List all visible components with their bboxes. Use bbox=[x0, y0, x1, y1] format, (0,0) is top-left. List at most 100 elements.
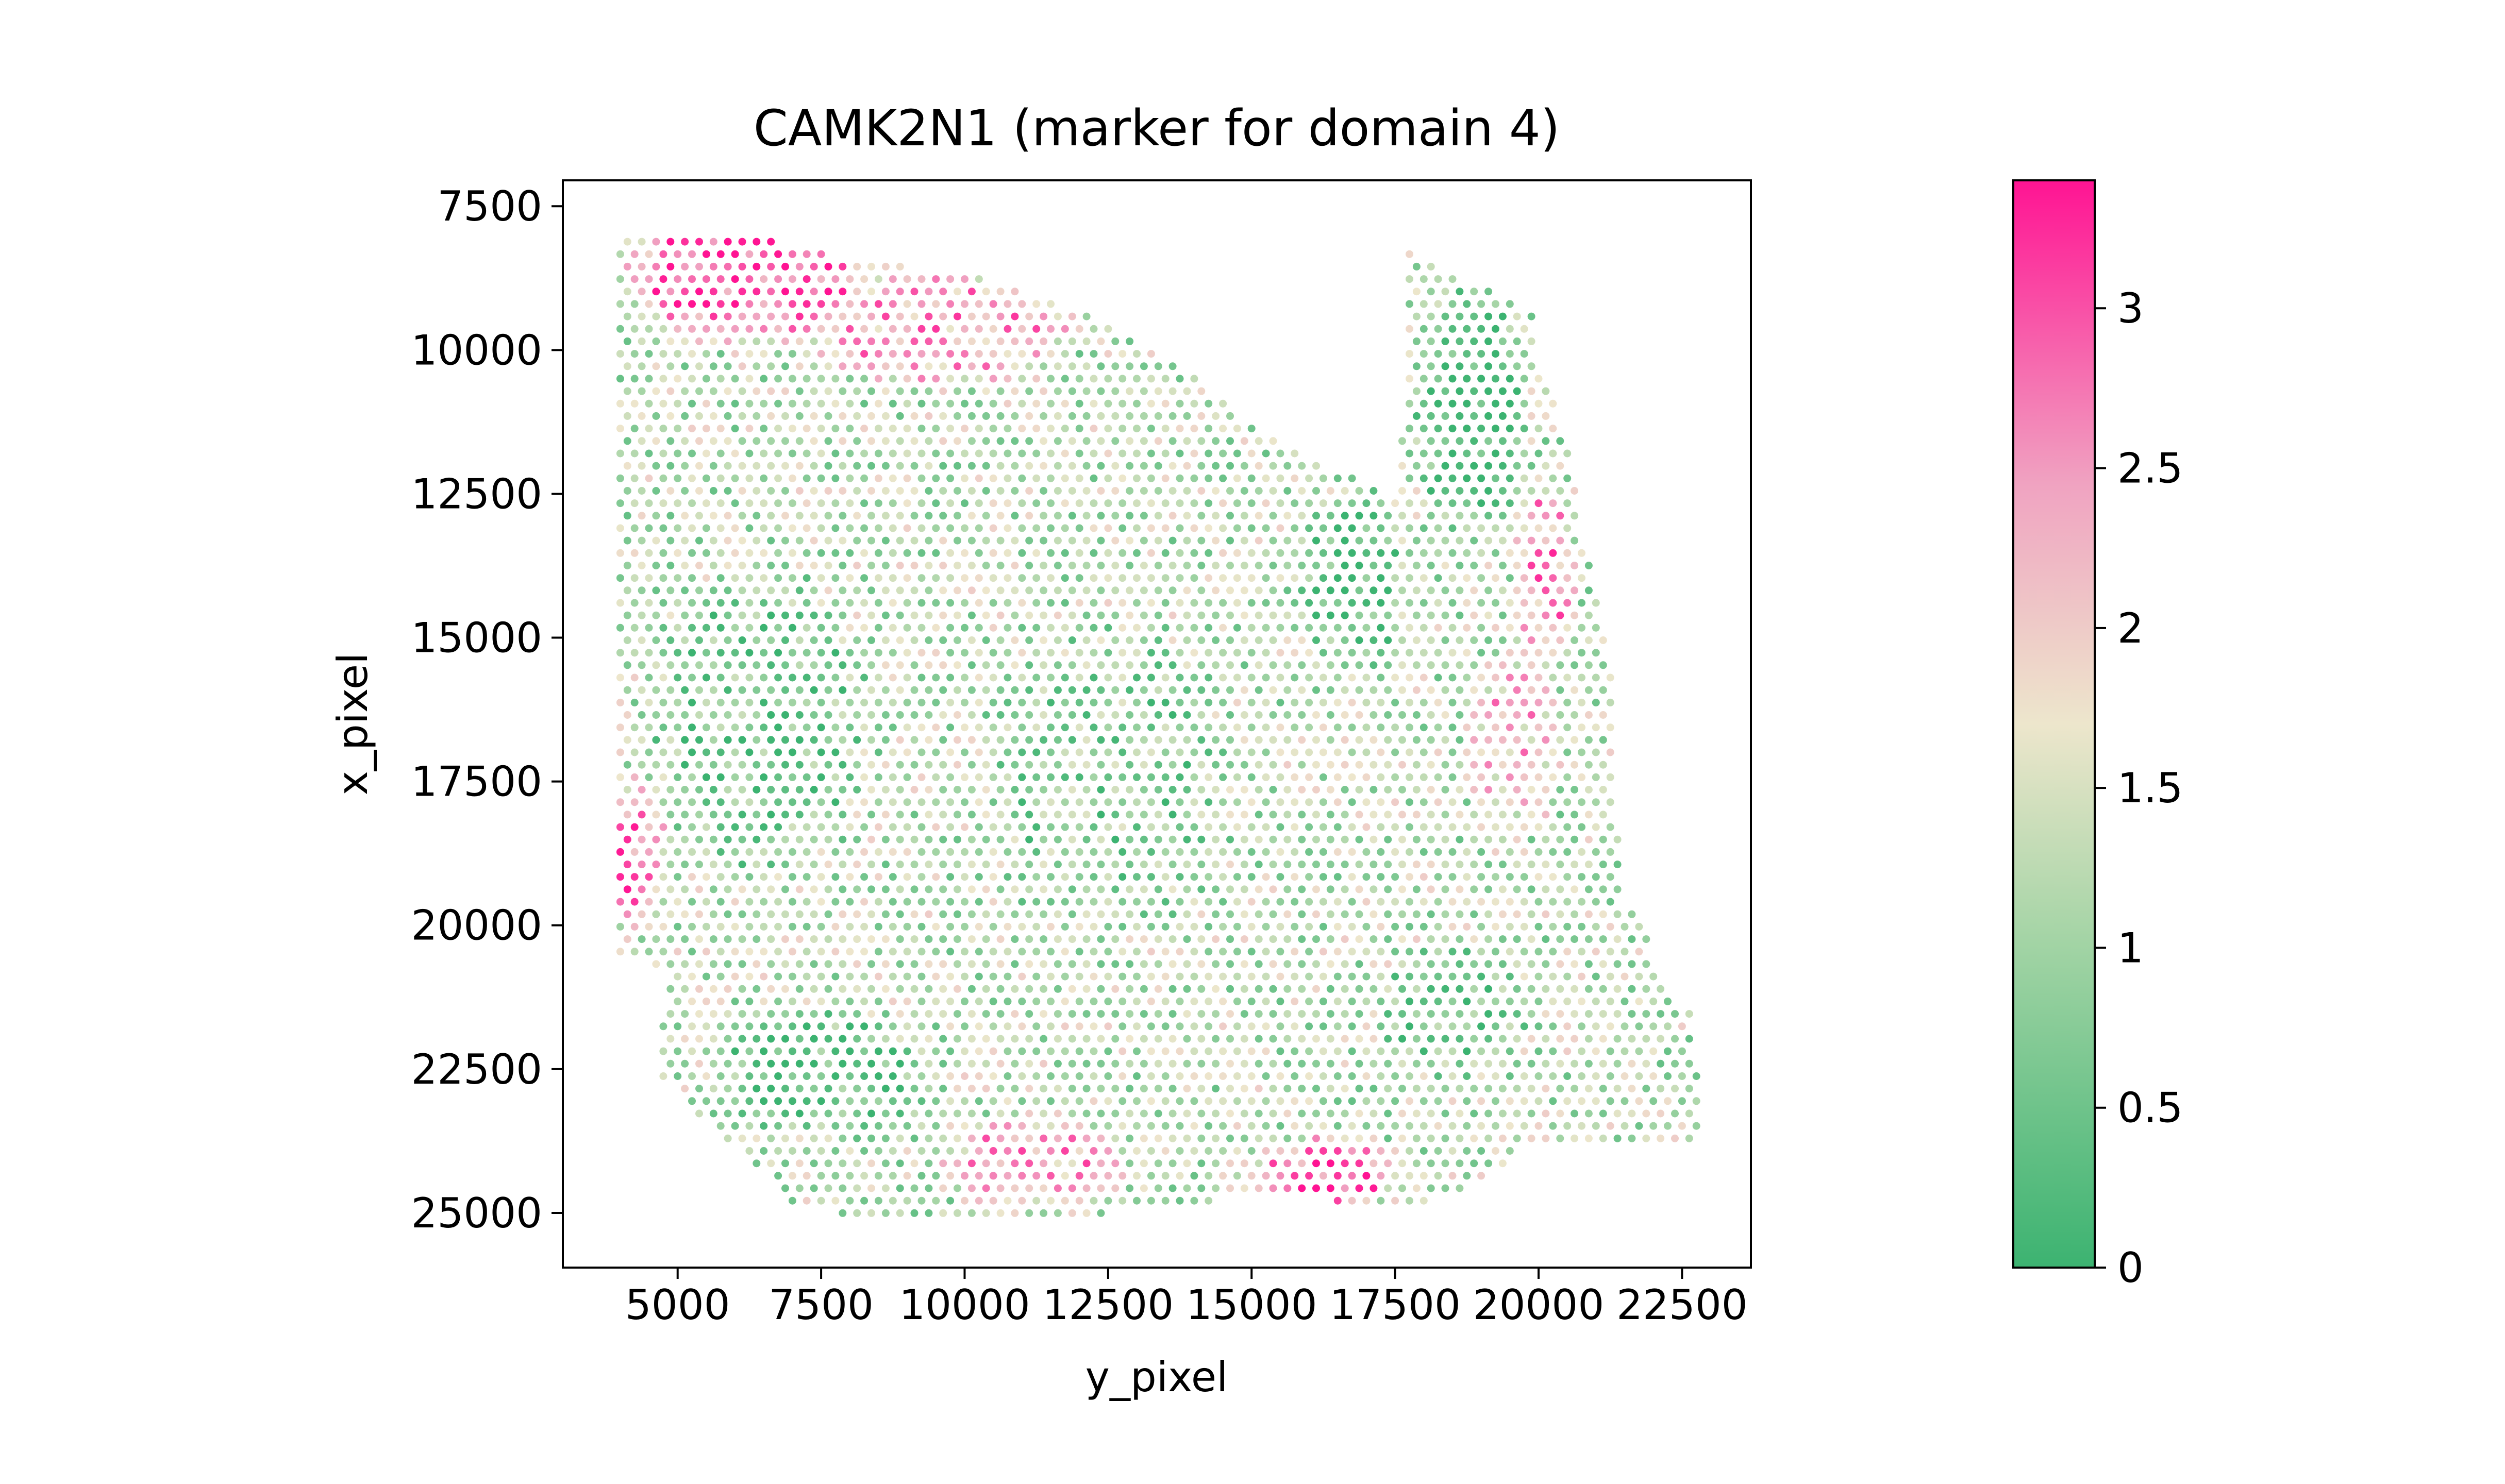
spot-point bbox=[1090, 350, 1098, 358]
spot-point bbox=[967, 786, 976, 794]
spot-point bbox=[638, 661, 646, 669]
spot-point bbox=[831, 574, 840, 582]
spot-point bbox=[1506, 1122, 1514, 1130]
spot-point bbox=[896, 761, 904, 769]
spot-point bbox=[1341, 1159, 1349, 1168]
spot-point bbox=[688, 873, 696, 881]
spot-point bbox=[1534, 948, 1543, 956]
spot-point bbox=[1406, 449, 1413, 458]
spot-point bbox=[731, 723, 739, 732]
spot-point bbox=[1484, 910, 1493, 918]
spot-point bbox=[1111, 536, 1120, 545]
spot-point bbox=[630, 250, 639, 258]
spot-point bbox=[1190, 1122, 1198, 1130]
spot-point bbox=[709, 238, 717, 246]
spot-point bbox=[1406, 399, 1413, 408]
spot-point bbox=[1542, 437, 1550, 445]
spot-point bbox=[1606, 1022, 1614, 1031]
spot-point bbox=[1255, 910, 1263, 918]
spot-point bbox=[889, 1022, 897, 1031]
spot-point bbox=[1592, 723, 1600, 732]
spot-point bbox=[839, 835, 847, 844]
spot-point bbox=[1219, 399, 1227, 408]
spot-point bbox=[1377, 1172, 1385, 1180]
spot-point bbox=[760, 848, 768, 856]
spot-point bbox=[1463, 1122, 1471, 1130]
spot-point bbox=[996, 811, 1005, 819]
spot-point bbox=[867, 288, 875, 296]
spot-point bbox=[1520, 623, 1528, 632]
spot-point bbox=[925, 586, 933, 595]
spot-point bbox=[1197, 437, 1206, 445]
spot-point bbox=[1412, 312, 1421, 321]
spot-point bbox=[967, 586, 976, 595]
spot-point bbox=[781, 1109, 789, 1118]
spot-point bbox=[745, 1047, 754, 1055]
spot-point bbox=[1484, 736, 1493, 744]
spot-point bbox=[1061, 1122, 1069, 1130]
spot-point bbox=[946, 275, 955, 283]
spot-point bbox=[910, 761, 918, 769]
spot-point bbox=[681, 960, 689, 968]
spot-point bbox=[1276, 623, 1284, 632]
spot-point bbox=[1212, 1184, 1220, 1192]
spot-point bbox=[1190, 1097, 1198, 1105]
spot-point bbox=[824, 462, 832, 470]
spot-point bbox=[1470, 1109, 1478, 1118]
spot-point bbox=[1197, 636, 1206, 644]
spot-point bbox=[967, 437, 976, 445]
spot-point bbox=[666, 337, 675, 345]
spot-point bbox=[1377, 673, 1385, 682]
spot-point bbox=[824, 711, 832, 719]
spot-point bbox=[760, 723, 768, 732]
spot-point bbox=[1621, 972, 1629, 981]
spot-point bbox=[674, 698, 682, 706]
spot-point bbox=[954, 387, 961, 395]
spot-point bbox=[996, 1010, 1005, 1018]
spot-point bbox=[1406, 723, 1413, 732]
spot-point bbox=[1606, 698, 1614, 706]
spot-point bbox=[1549, 1047, 1557, 1055]
spot-point bbox=[1004, 773, 1012, 781]
spot-point bbox=[1441, 985, 1449, 993]
spot-point bbox=[1197, 910, 1206, 918]
spot-point bbox=[824, 1184, 832, 1192]
spot-point bbox=[1384, 586, 1392, 595]
spot-point bbox=[1599, 1109, 1607, 1118]
spot-point bbox=[731, 250, 739, 258]
spot-point bbox=[1606, 673, 1614, 682]
spot-point bbox=[1240, 861, 1248, 869]
spot-point bbox=[846, 698, 854, 706]
spot-point bbox=[1212, 935, 1220, 943]
spot-point bbox=[1298, 960, 1306, 968]
spot-point bbox=[659, 375, 667, 383]
spot-point bbox=[1448, 898, 1457, 906]
spot-point bbox=[674, 972, 682, 981]
spot-point bbox=[1384, 1159, 1392, 1168]
spot-point bbox=[910, 1209, 918, 1217]
spot-point bbox=[860, 1072, 869, 1080]
spot-point bbox=[989, 1172, 997, 1180]
colorbar-tick-label: 1 bbox=[2117, 924, 2144, 972]
spot-point bbox=[867, 1159, 875, 1168]
spot-point bbox=[1104, 972, 1112, 981]
spot-point bbox=[1276, 449, 1284, 458]
spot-point bbox=[688, 723, 696, 732]
spot-point bbox=[1441, 1184, 1449, 1192]
spot-point bbox=[853, 636, 861, 644]
spot-point bbox=[709, 437, 717, 445]
spot-point bbox=[917, 673, 926, 682]
spot-point bbox=[1104, 798, 1112, 806]
spot-point bbox=[846, 325, 854, 333]
spot-point bbox=[1484, 761, 1493, 769]
spot-point bbox=[1484, 1109, 1493, 1118]
spot-point bbox=[1312, 661, 1320, 669]
spot-point bbox=[896, 960, 904, 968]
spot-point bbox=[975, 449, 983, 458]
spot-point bbox=[1190, 997, 1198, 1005]
spot-point bbox=[666, 910, 675, 918]
spot-point bbox=[1448, 748, 1457, 756]
spot-point bbox=[1205, 623, 1213, 632]
spot-point bbox=[659, 300, 667, 308]
spot-point bbox=[982, 761, 990, 769]
